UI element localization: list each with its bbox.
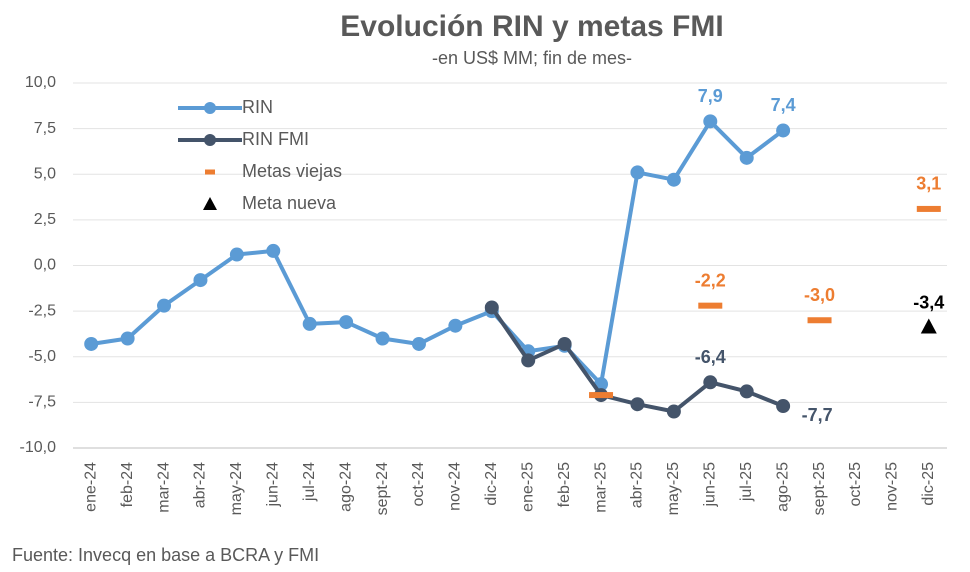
y-tick-label: 10,0 bbox=[25, 74, 56, 91]
x-tick-label: jun-25 bbox=[702, 462, 719, 508]
data-point bbox=[302, 316, 317, 331]
data-point bbox=[666, 172, 681, 187]
y-tick-label: -5,0 bbox=[28, 348, 56, 365]
x-tick-label: may-25 bbox=[665, 462, 682, 515]
y-tick-label: 7,5 bbox=[34, 120, 56, 137]
x-tick-label: dic-25 bbox=[920, 462, 937, 506]
data-label: 7,4 bbox=[771, 95, 796, 115]
y-tick-label: -7,5 bbox=[28, 394, 56, 411]
x-tick-label: feb-24 bbox=[119, 462, 136, 507]
x-tick-label: feb-25 bbox=[556, 462, 573, 507]
data-point bbox=[630, 165, 645, 180]
x-tick-label: abr-24 bbox=[192, 462, 209, 508]
x-tick-label: dic-24 bbox=[483, 462, 500, 506]
data-point bbox=[666, 404, 681, 419]
data-point bbox=[266, 243, 281, 258]
x-tick-label: nov-25 bbox=[884, 462, 901, 511]
chart-subtitle: -en US$ MM; fin de mes- bbox=[432, 48, 632, 68]
x-tick-label: ene-25 bbox=[519, 462, 536, 512]
data-point bbox=[703, 114, 718, 129]
x-tick-label: abr-25 bbox=[629, 462, 646, 508]
x-tick-label: mar-24 bbox=[155, 462, 172, 513]
data-point bbox=[776, 123, 791, 138]
x-tick-label: may-24 bbox=[228, 462, 245, 515]
data-point bbox=[739, 384, 754, 399]
data-point bbox=[703, 375, 718, 390]
y-tick-label: 5,0 bbox=[34, 165, 56, 182]
x-tick-label: nov-24 bbox=[447, 462, 464, 511]
target-dash bbox=[916, 205, 941, 212]
data-label: -3,4 bbox=[913, 292, 944, 312]
legend-marker bbox=[203, 197, 217, 210]
x-tick-label: jun-24 bbox=[265, 462, 282, 508]
data-point bbox=[630, 397, 645, 412]
data-point bbox=[157, 298, 172, 313]
data-point bbox=[84, 336, 99, 351]
legend-marker bbox=[204, 102, 216, 114]
data-point bbox=[776, 399, 791, 414]
x-tick-label: mar-25 bbox=[592, 462, 609, 513]
y-tick-label: 2,5 bbox=[34, 211, 56, 228]
data-point bbox=[484, 300, 499, 315]
data-point bbox=[448, 318, 463, 333]
data-label: -7,7 bbox=[802, 405, 833, 425]
y-tick-label: 0,0 bbox=[34, 257, 56, 274]
data-point bbox=[193, 273, 208, 288]
x-tick-label: ene-24 bbox=[82, 462, 99, 512]
legend-label: RIN bbox=[242, 97, 273, 117]
x-tick-label: ago-25 bbox=[774, 462, 791, 512]
data-point bbox=[229, 247, 244, 262]
data-label: -3,0 bbox=[804, 285, 835, 305]
data-point bbox=[521, 353, 536, 368]
x-tick-label: jul-25 bbox=[738, 462, 755, 502]
target-dash bbox=[589, 392, 614, 399]
chart-title: Evolución RIN y metas FMI bbox=[340, 10, 723, 43]
y-tick-label: -10,0 bbox=[20, 439, 57, 456]
target-dash bbox=[807, 317, 832, 324]
x-tick-label: oct-24 bbox=[410, 462, 427, 507]
data-point bbox=[375, 331, 390, 346]
legend-label: Metas viejas bbox=[242, 161, 342, 181]
data-label: -6,4 bbox=[695, 347, 726, 367]
data-point bbox=[411, 336, 426, 351]
x-tick-label: sept-25 bbox=[811, 462, 828, 515]
data-label: 7,9 bbox=[698, 86, 723, 106]
y-tick-label: -2,5 bbox=[28, 302, 56, 319]
data-label: 3,1 bbox=[916, 174, 941, 194]
data-label: -2,2 bbox=[695, 270, 726, 290]
target-dash bbox=[698, 302, 723, 309]
legend-marker bbox=[204, 134, 216, 146]
x-tick-label: oct-25 bbox=[847, 462, 864, 507]
legend-label: Meta nueva bbox=[242, 193, 337, 213]
data-point bbox=[120, 331, 135, 346]
x-tick-label: jul-24 bbox=[301, 462, 318, 502]
target-triangle bbox=[920, 318, 937, 334]
legend-label: RIN FMI bbox=[242, 129, 309, 149]
legend-marker bbox=[205, 169, 215, 175]
data-point bbox=[739, 150, 754, 165]
x-tick-label: ago-24 bbox=[337, 462, 354, 512]
source-note: Fuente: Invecq en base a BCRA y FMI bbox=[12, 545, 319, 565]
x-tick-label: sept-24 bbox=[374, 462, 391, 515]
data-point bbox=[557, 336, 572, 351]
data-point bbox=[339, 315, 354, 330]
